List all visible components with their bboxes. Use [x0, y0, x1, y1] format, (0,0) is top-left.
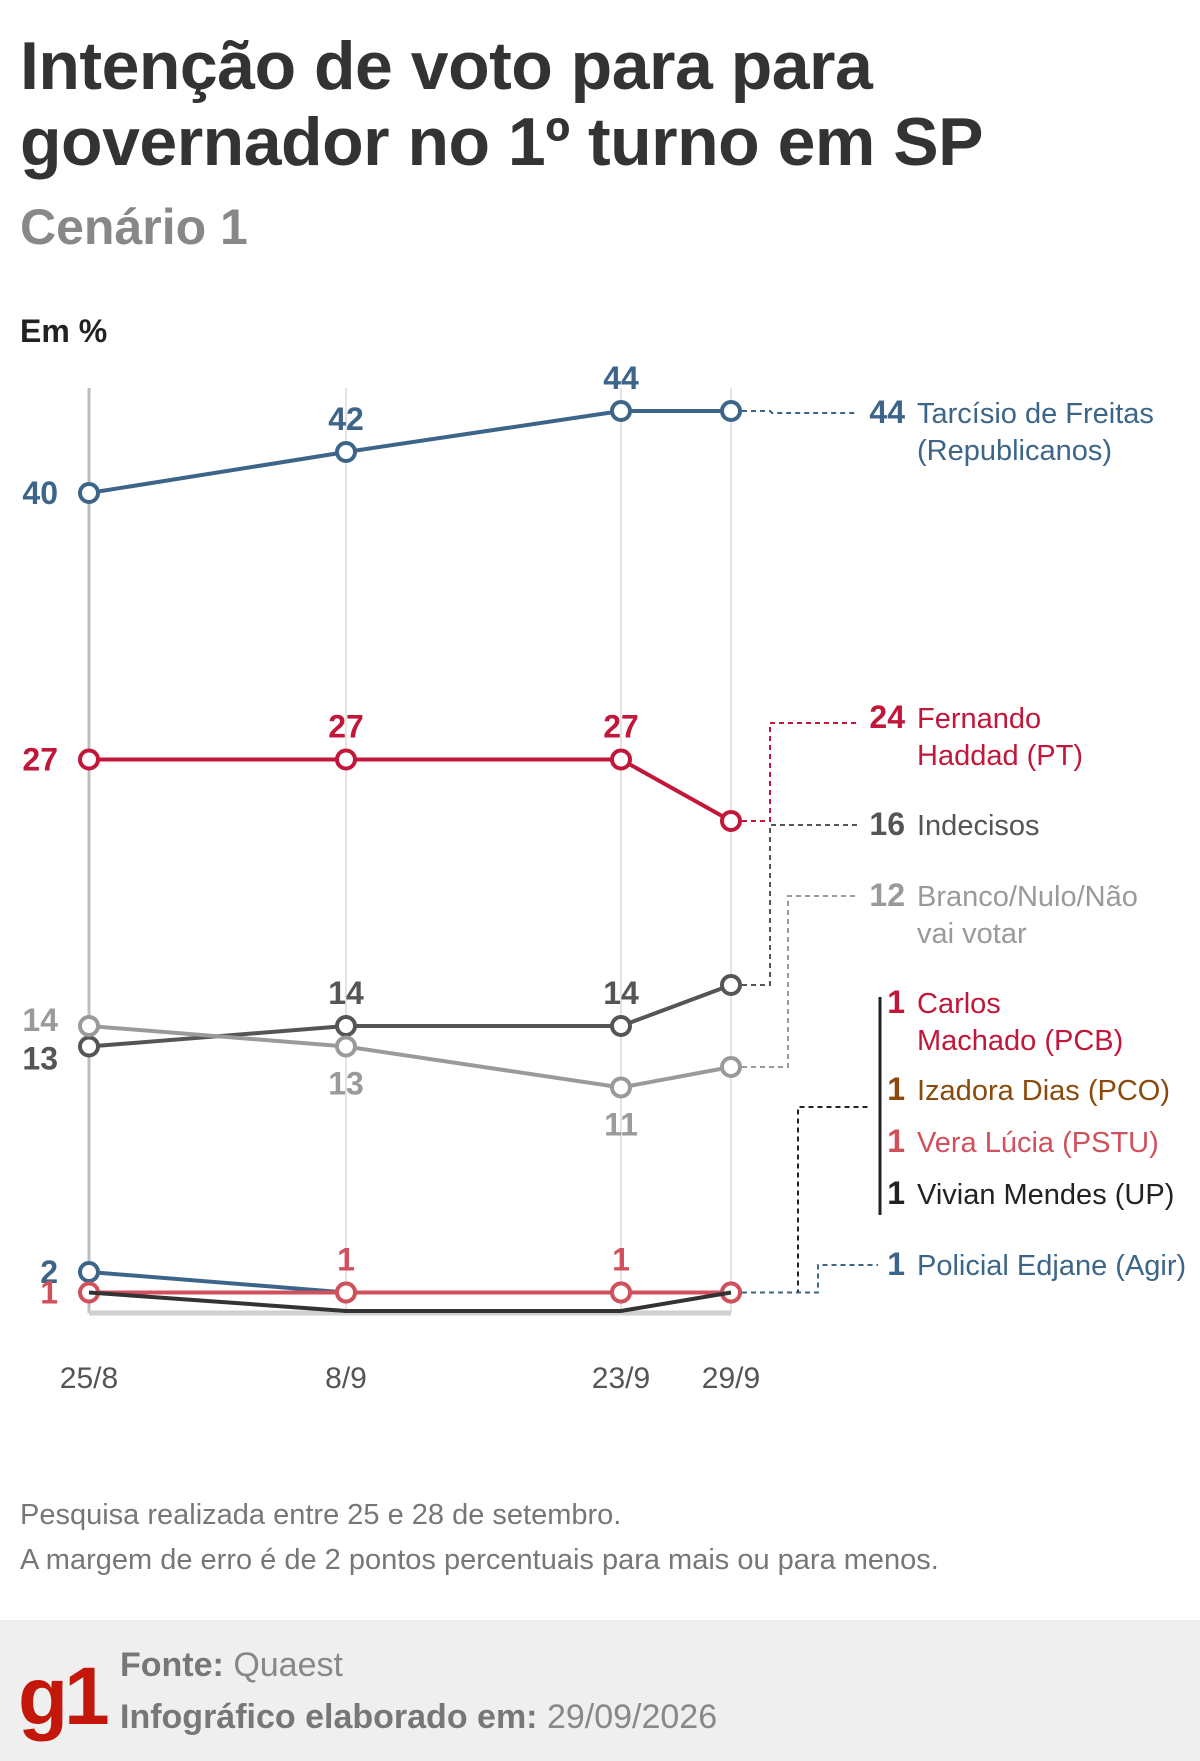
series-point — [720, 810, 742, 832]
legend-label: Machado (PCB) — [917, 1025, 1123, 1057]
point-value-label: 44 — [603, 360, 639, 396]
series-point — [610, 1015, 632, 1037]
legend-connector — [742, 1264, 878, 1294]
x-tick-label: 8/9 — [325, 1362, 367, 1395]
legend-label: Vivian Mendes (UP) — [917, 1179, 1174, 1211]
point-value-label: 13 — [22, 1041, 58, 1077]
series-point — [610, 748, 632, 771]
series-point — [78, 1015, 100, 1037]
source-label: Fonte: — [120, 1646, 224, 1684]
point-value-label: 40 — [22, 475, 58, 511]
g1-logo: g1 — [18, 1651, 110, 1742]
source-line: Fonte: Quaest — [120, 1646, 343, 1685]
legend-value: 1 — [887, 1123, 905, 1159]
point-value-label: 2 — [40, 1254, 58, 1290]
series-point — [335, 748, 357, 771]
point-value-label: 27 — [328, 709, 364, 745]
footer: g1 Fonte: Quaest Infográfico elaborado e… — [0, 1620, 1200, 1761]
legend-label: Fernando — [917, 703, 1041, 735]
legend-label: Izadora Dias (PCO) — [917, 1075, 1170, 1107]
legend-label: Tarcísio de Freitas — [917, 398, 1154, 430]
series-point — [720, 974, 742, 996]
legend-connector — [742, 722, 858, 822]
legend-value: 44 — [869, 394, 905, 430]
legend-label: Branco/Nulo/Não — [917, 881, 1138, 913]
series-line — [88, 1270, 731, 1295]
series-point — [335, 1015, 357, 1037]
point-value-label: 1 — [40, 1275, 58, 1311]
legend-value: 1 — [887, 984, 905, 1020]
x-tick-label: 25/8 — [60, 1362, 118, 1395]
date-value: 29/09/2026 — [546, 1698, 718, 1736]
chart-notes: Pesquisa realizada entre 25 e 28 de sete… — [20, 1493, 939, 1583]
legend-value: 1 — [887, 1246, 905, 1282]
point-value-label: 42 — [328, 401, 364, 437]
point-value-label: 1 — [337, 1242, 355, 1278]
legend-label: (Republicanos) — [917, 435, 1112, 467]
legend-value: 12 — [869, 877, 905, 913]
series-point — [610, 400, 632, 422]
point-value-label: 14 — [328, 975, 364, 1011]
point-value-label: 14 — [603, 975, 639, 1011]
date-label: Infográfico elaborado em: — [120, 1698, 538, 1736]
series-point — [78, 748, 100, 771]
note-period: Pesquisa realizada entre 25 e 28 de sete… — [20, 1499, 622, 1531]
series-line — [88, 1024, 732, 1090]
series-point — [78, 482, 100, 504]
legend-value: 1 — [887, 1071, 905, 1107]
legend-label: Carlos — [917, 988, 1001, 1020]
point-value-label: 13 — [328, 1066, 364, 1102]
chart-subtitle: Cenário 1 — [20, 199, 248, 255]
series-point — [335, 1281, 357, 1304]
series-point — [78, 1035, 100, 1058]
x-tick-label: 29/9 — [702, 1362, 760, 1395]
legend-label: Vera Lúcia (PSTU) — [917, 1127, 1159, 1159]
date-line: Infográfico elaborado em: 29/09/2026 — [120, 1698, 717, 1737]
chart-title: Intenção de voto para para governador no… — [20, 28, 983, 180]
note-margin: A margem de erro é de 2 pontos percentua… — [20, 1544, 939, 1576]
unit-label: Em % — [20, 313, 108, 349]
legend-value: 1 — [887, 1175, 905, 1211]
series-point — [78, 1261, 100, 1283]
legend-connector — [742, 410, 858, 414]
series-line — [89, 757, 732, 823]
point-value-label: 27 — [603, 709, 639, 745]
series-point — [720, 400, 742, 422]
x-tick-label: 23/9 — [592, 1362, 650, 1395]
legend-value: 16 — [869, 806, 905, 842]
point-value-label: 1 — [612, 1242, 630, 1278]
series-point — [610, 1281, 632, 1304]
series-point — [335, 1035, 357, 1058]
point-value-label: 27 — [22, 742, 58, 778]
source-value: Quaest — [233, 1646, 343, 1684]
legend-connector — [742, 824, 858, 986]
legend-connector — [742, 895, 858, 1068]
point-value-label: 11 — [604, 1107, 638, 1143]
series-point — [720, 1056, 742, 1078]
series-point — [610, 1076, 632, 1099]
series-line — [88, 1290, 732, 1313]
series-point — [335, 441, 357, 463]
legend-value: 24 — [869, 699, 905, 735]
legend-label: Policial Edjane (Agir) — [917, 1250, 1186, 1282]
series-line — [88, 409, 731, 495]
point-value-label: 14 — [22, 1002, 58, 1038]
legend-label: Haddad (PT) — [917, 740, 1083, 772]
legend-label: Indecisos — [917, 810, 1040, 842]
legend-label: vai votar — [917, 918, 1027, 950]
